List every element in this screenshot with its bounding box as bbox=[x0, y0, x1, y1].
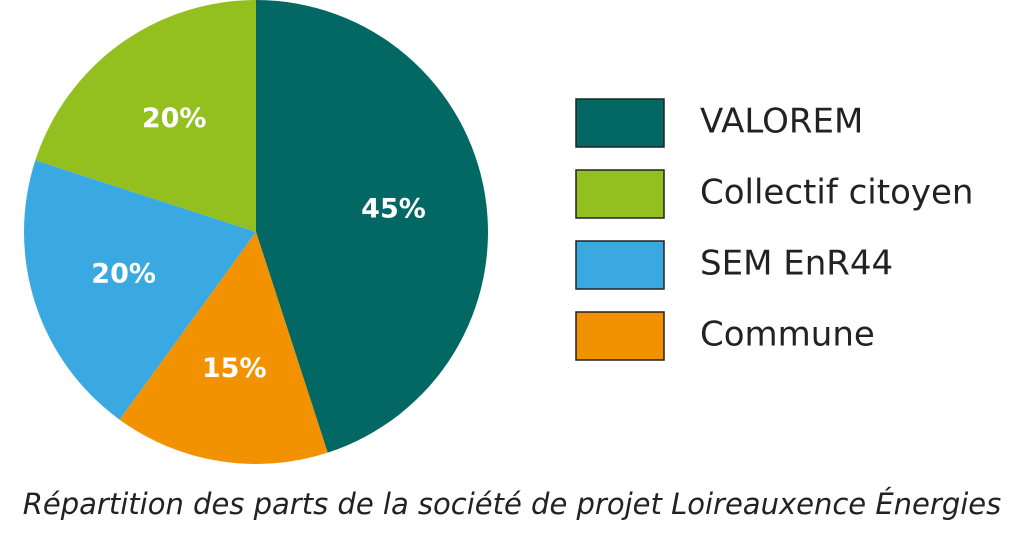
slice-label: 20% bbox=[142, 103, 207, 134]
legend-swatch bbox=[575, 311, 665, 361]
legend-label: SEM EnR44 bbox=[700, 244, 893, 284]
pie-slice bbox=[23, 160, 256, 420]
slice-label: 20% bbox=[91, 259, 156, 290]
legend-label: Commune bbox=[700, 315, 875, 355]
legend-label: Collectif citoyen bbox=[700, 173, 973, 213]
legend-label: VALOREM bbox=[700, 102, 863, 142]
pie-slice bbox=[119, 232, 328, 464]
pie-slice bbox=[35, 0, 256, 232]
chart-caption: Répartition des parts de la société de p… bbox=[23, 487, 1001, 521]
slice-label: 15% bbox=[202, 353, 267, 384]
legend-swatch bbox=[575, 98, 665, 148]
legend-swatch bbox=[575, 240, 665, 290]
pie-slice bbox=[256, 0, 488, 453]
legend-swatch bbox=[575, 169, 665, 219]
slice-label: 45% bbox=[361, 194, 426, 225]
